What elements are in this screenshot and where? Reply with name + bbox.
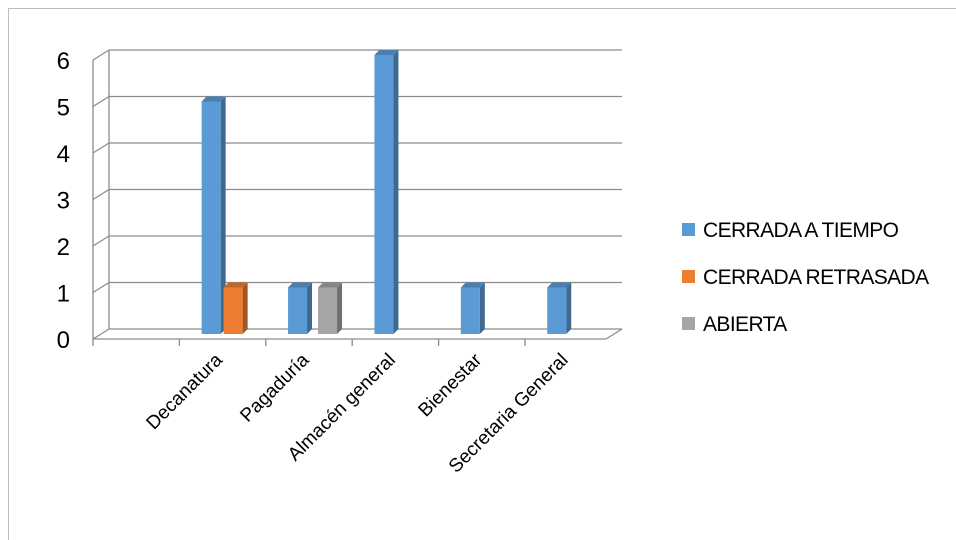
bar-front xyxy=(318,287,338,334)
bar-top xyxy=(201,96,226,102)
y-tick-label: 6 xyxy=(57,48,70,75)
gridline-side xyxy=(92,328,110,340)
y-tick-label: 5 xyxy=(57,95,70,122)
gridline-side xyxy=(92,188,110,201)
x-tick-label: Bienestar xyxy=(415,349,487,421)
bar-side xyxy=(566,282,572,334)
y-tick-label: 1 xyxy=(57,281,70,308)
gridline-side xyxy=(92,281,110,294)
bar-front xyxy=(288,287,308,334)
legend-swatch xyxy=(682,223,695,236)
legend-swatch xyxy=(682,270,695,283)
chart-bars xyxy=(201,50,572,334)
gridline-side xyxy=(92,142,110,154)
bar-side xyxy=(220,96,226,334)
bar xyxy=(547,282,572,334)
chart-grid xyxy=(92,49,623,346)
chart-frame xyxy=(8,8,956,540)
x-tick-label: Pagaduría xyxy=(236,349,313,426)
legend-label: ABIERTA xyxy=(703,313,787,336)
bar-front xyxy=(223,287,243,334)
bar-top xyxy=(460,282,485,288)
bar-side xyxy=(393,50,399,334)
bar-side xyxy=(337,282,343,334)
bar-top xyxy=(318,282,343,288)
bar xyxy=(288,282,313,334)
legend-label: CERRADA A TIEMPO xyxy=(703,219,899,242)
gridline-side xyxy=(92,235,110,247)
bar-side xyxy=(242,282,248,334)
bar-front xyxy=(374,55,394,334)
bar-front xyxy=(460,287,480,334)
floor-right-edge xyxy=(605,328,623,340)
bar-front xyxy=(547,287,567,334)
y-tick-label: 0 xyxy=(57,327,70,354)
x-tick-label: Decanatura xyxy=(143,349,228,434)
bar-side xyxy=(479,282,485,334)
chart-legend: CERRADA A TIEMPO CERRADA RETRASADA ABIERTA xyxy=(682,219,930,336)
bar-front xyxy=(201,101,221,334)
y-axis-ticks: 0 1 2 3 4 5 6 xyxy=(57,48,70,354)
bar xyxy=(318,282,343,334)
gridline-side xyxy=(92,49,110,61)
bar xyxy=(201,96,226,334)
legend-swatch xyxy=(682,317,695,330)
y-tick-label: 4 xyxy=(57,141,70,168)
bar-top xyxy=(547,282,572,288)
bar-top xyxy=(223,282,248,288)
bar-top xyxy=(288,282,313,288)
bar xyxy=(223,282,248,334)
bar-side xyxy=(307,282,313,334)
legend-label: CERRADA RETRASADA xyxy=(703,266,929,289)
bar-top xyxy=(374,50,399,55)
bar xyxy=(374,50,399,334)
y-tick-label: 3 xyxy=(57,188,70,215)
y-tick-label: 2 xyxy=(57,234,70,261)
gridline-side xyxy=(92,95,110,108)
bar xyxy=(460,282,485,334)
